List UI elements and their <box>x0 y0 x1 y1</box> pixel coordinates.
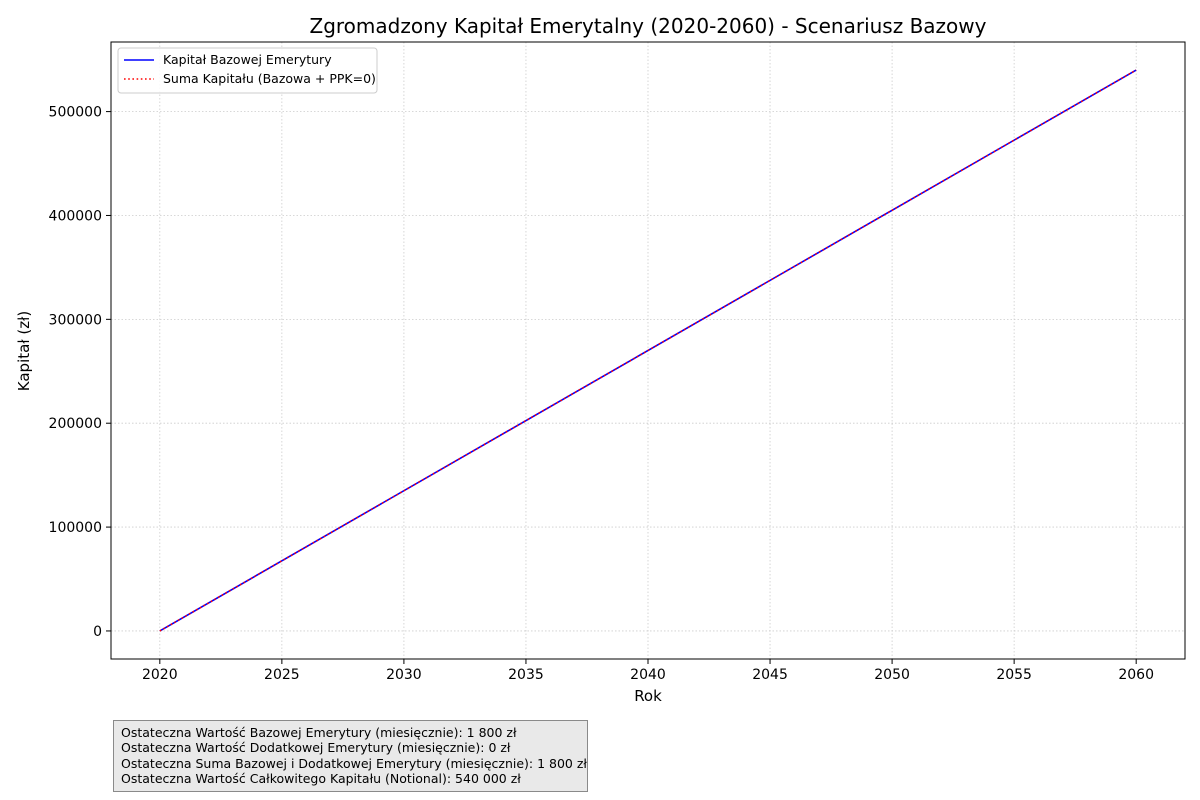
x-tick-label: 2035 <box>508 667 544 683</box>
legend-label-sum: Suma Kapitału (Bazowa + PPK=0) <box>163 71 376 86</box>
chart-title: Zgromadzony Kapitał Emerytalny (2020-206… <box>310 14 987 38</box>
y-tick-label: 200000 <box>49 416 102 432</box>
y-tick-label: 0 <box>93 624 102 640</box>
legend: Kapitał Bazowej Emerytury Suma Kapitału … <box>117 47 378 94</box>
y-tick-label: 500000 <box>49 105 102 121</box>
legend-label-base: Kapitał Bazowej Emerytury <box>163 52 332 67</box>
x-tick-label: 2020 <box>142 667 178 683</box>
y-tick-label: 100000 <box>49 520 102 536</box>
summary-line-additional-pension: Ostateczna Wartość Dodatkowej Emerytury … <box>121 740 511 756</box>
x-tick-label: 2025 <box>264 667 300 683</box>
legend-frame <box>117 47 378 94</box>
x-axis-label: Rok <box>634 687 662 705</box>
plot-lines <box>159 69 1137 632</box>
summary-info-box: Ostateczna Wartość Bazowej Emerytury (mi… <box>113 720 588 792</box>
x-tick-label: 2060 <box>1118 667 1154 683</box>
x-axis-ticks: 2020 2025 2030 2035 2040 2045 2050 2055 2060 <box>142 659 1154 683</box>
grid <box>111 42 1185 659</box>
x-tick-label: 2050 <box>874 667 910 683</box>
y-axis-label: Kapitał (zł) <box>15 311 33 391</box>
y-axis-ticks: 0 100000 200000 300000 400000 500000 <box>49 105 111 640</box>
x-tick-label: 2030 <box>386 667 422 683</box>
x-tick-label: 2045 <box>752 667 788 683</box>
summary-line-total-capital: Ostateczna Wartość Całkowitego Kapitału … <box>121 770 521 786</box>
series-line-total-capital <box>159 69 1137 632</box>
x-tick-label: 2055 <box>996 667 1032 683</box>
x-tick-label: 2040 <box>630 667 666 683</box>
y-tick-label: 400000 <box>49 208 102 224</box>
summary-line-total-pension: Ostateczna Suma Bazowej i Dodatkowej Eme… <box>121 755 587 771</box>
y-tick-label: 300000 <box>49 312 102 328</box>
summary-line-base-pension: Ostateczna Wartość Bazowej Emerytury (mi… <box>121 725 517 740</box>
